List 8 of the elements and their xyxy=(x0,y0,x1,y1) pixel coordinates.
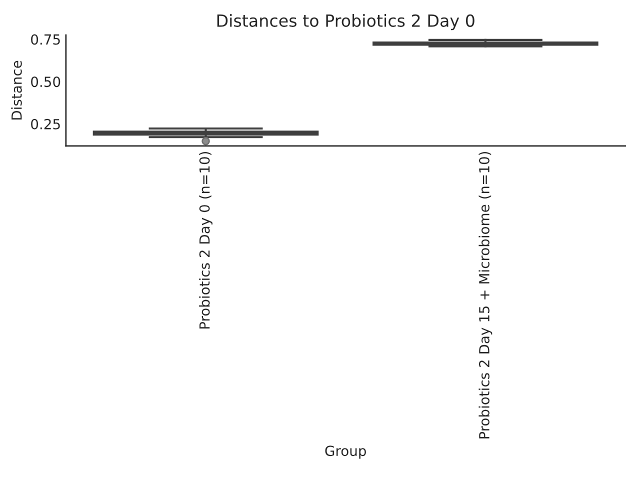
x-tick-label: Probiotics 2 Day 15 + Microbiome (n=10) xyxy=(478,152,492,438)
chart-title: Distances to Probiotics 2 Day 0 xyxy=(217,14,474,30)
y-axis-title: Distance xyxy=(11,60,22,120)
y-tick-label: 0.25 xyxy=(31,118,60,130)
x-tick-label: Probiotics 2 Day 0 (n=10) xyxy=(199,152,212,328)
y-tick-label: 0.50 xyxy=(31,76,60,88)
y-tick-label: 0.75 xyxy=(31,34,60,45)
x-axis-title: Group xyxy=(325,446,366,459)
